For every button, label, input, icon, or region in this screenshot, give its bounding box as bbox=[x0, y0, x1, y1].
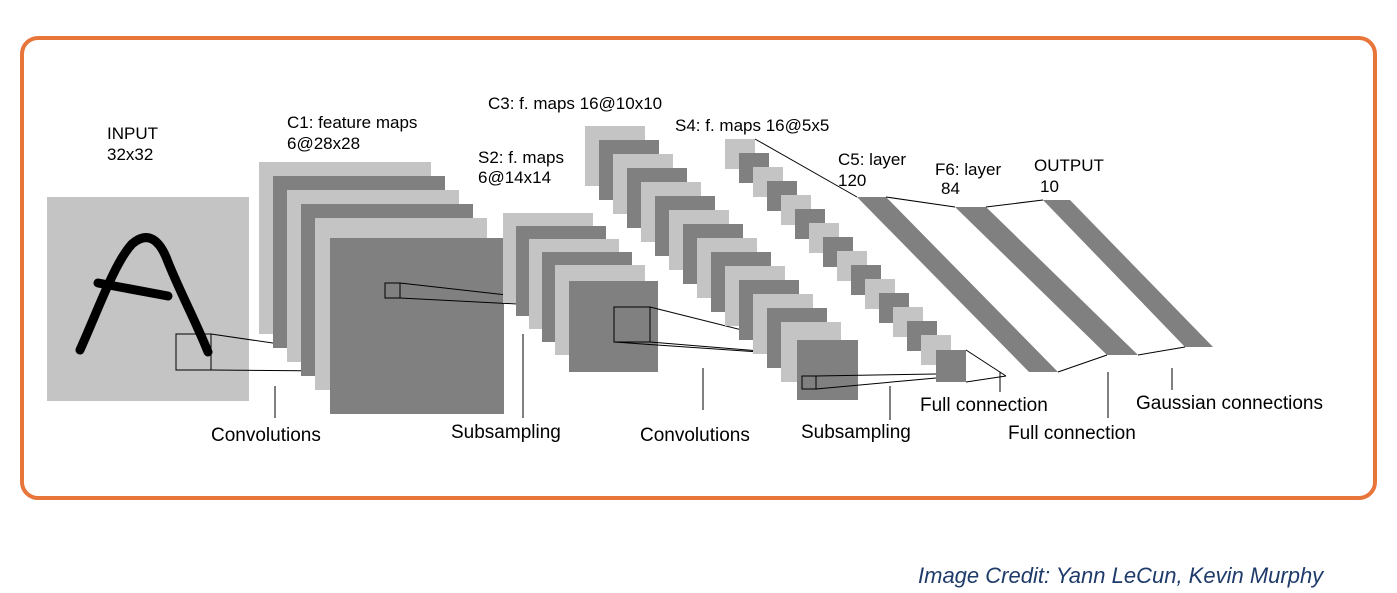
op-gaussian-connections: Gaussian connections bbox=[1136, 393, 1323, 414]
input-image bbox=[47, 197, 249, 401]
op-full-connection-2: Full connection bbox=[1008, 423, 1136, 444]
op-full-connection-1: Full connection bbox=[920, 395, 1048, 416]
op-subsampling-1: Subsampling bbox=[451, 422, 561, 443]
f6-size: 84 bbox=[941, 179, 960, 198]
s2-size: 6@14x14 bbox=[478, 168, 551, 187]
op-convolutions-2: Convolutions bbox=[640, 425, 750, 446]
c3-label: C3: f. maps 16@10x10 bbox=[488, 94, 662, 113]
input-kernel-window bbox=[175, 333, 212, 371]
c5-size: 120 bbox=[838, 171, 866, 190]
c5-title: C5: layer bbox=[838, 150, 906, 169]
output-layer bbox=[1043, 200, 1213, 347]
op-convolutions-1: Convolutions bbox=[211, 425, 321, 446]
input-size: 32x32 bbox=[107, 145, 153, 164]
s2-feature-maps bbox=[503, 213, 658, 372]
c1-feature-maps bbox=[259, 162, 504, 414]
s4-label: S4: f. maps 16@5x5 bbox=[675, 116, 829, 135]
c1-size: 6@28x28 bbox=[287, 134, 360, 153]
c3-kernel-window bbox=[801, 375, 817, 390]
handwritten-a bbox=[75, 233, 213, 357]
c5-layer bbox=[857, 197, 1058, 372]
output-size: 10 bbox=[1040, 177, 1059, 196]
s4-feature-maps bbox=[725, 139, 966, 382]
c1-title: C1: feature maps bbox=[287, 113, 417, 132]
s2-title: S2: f. maps bbox=[478, 148, 564, 167]
c1-kernel-window bbox=[384, 282, 401, 299]
s2-kernel-window bbox=[613, 306, 651, 343]
operation-ticks bbox=[274, 334, 1173, 420]
image-credit: Image Credit: Yann LeCun, Kevin Murphy bbox=[918, 563, 1324, 588]
op-subsampling-2: Subsampling bbox=[801, 422, 911, 443]
f6-title: F6: layer bbox=[935, 160, 1001, 179]
f6-layer bbox=[955, 207, 1138, 355]
c3-feature-maps bbox=[585, 126, 858, 400]
diagram-frame bbox=[20, 36, 1377, 500]
output-title: OUTPUT bbox=[1034, 156, 1104, 175]
input-title: INPUT bbox=[107, 124, 158, 143]
